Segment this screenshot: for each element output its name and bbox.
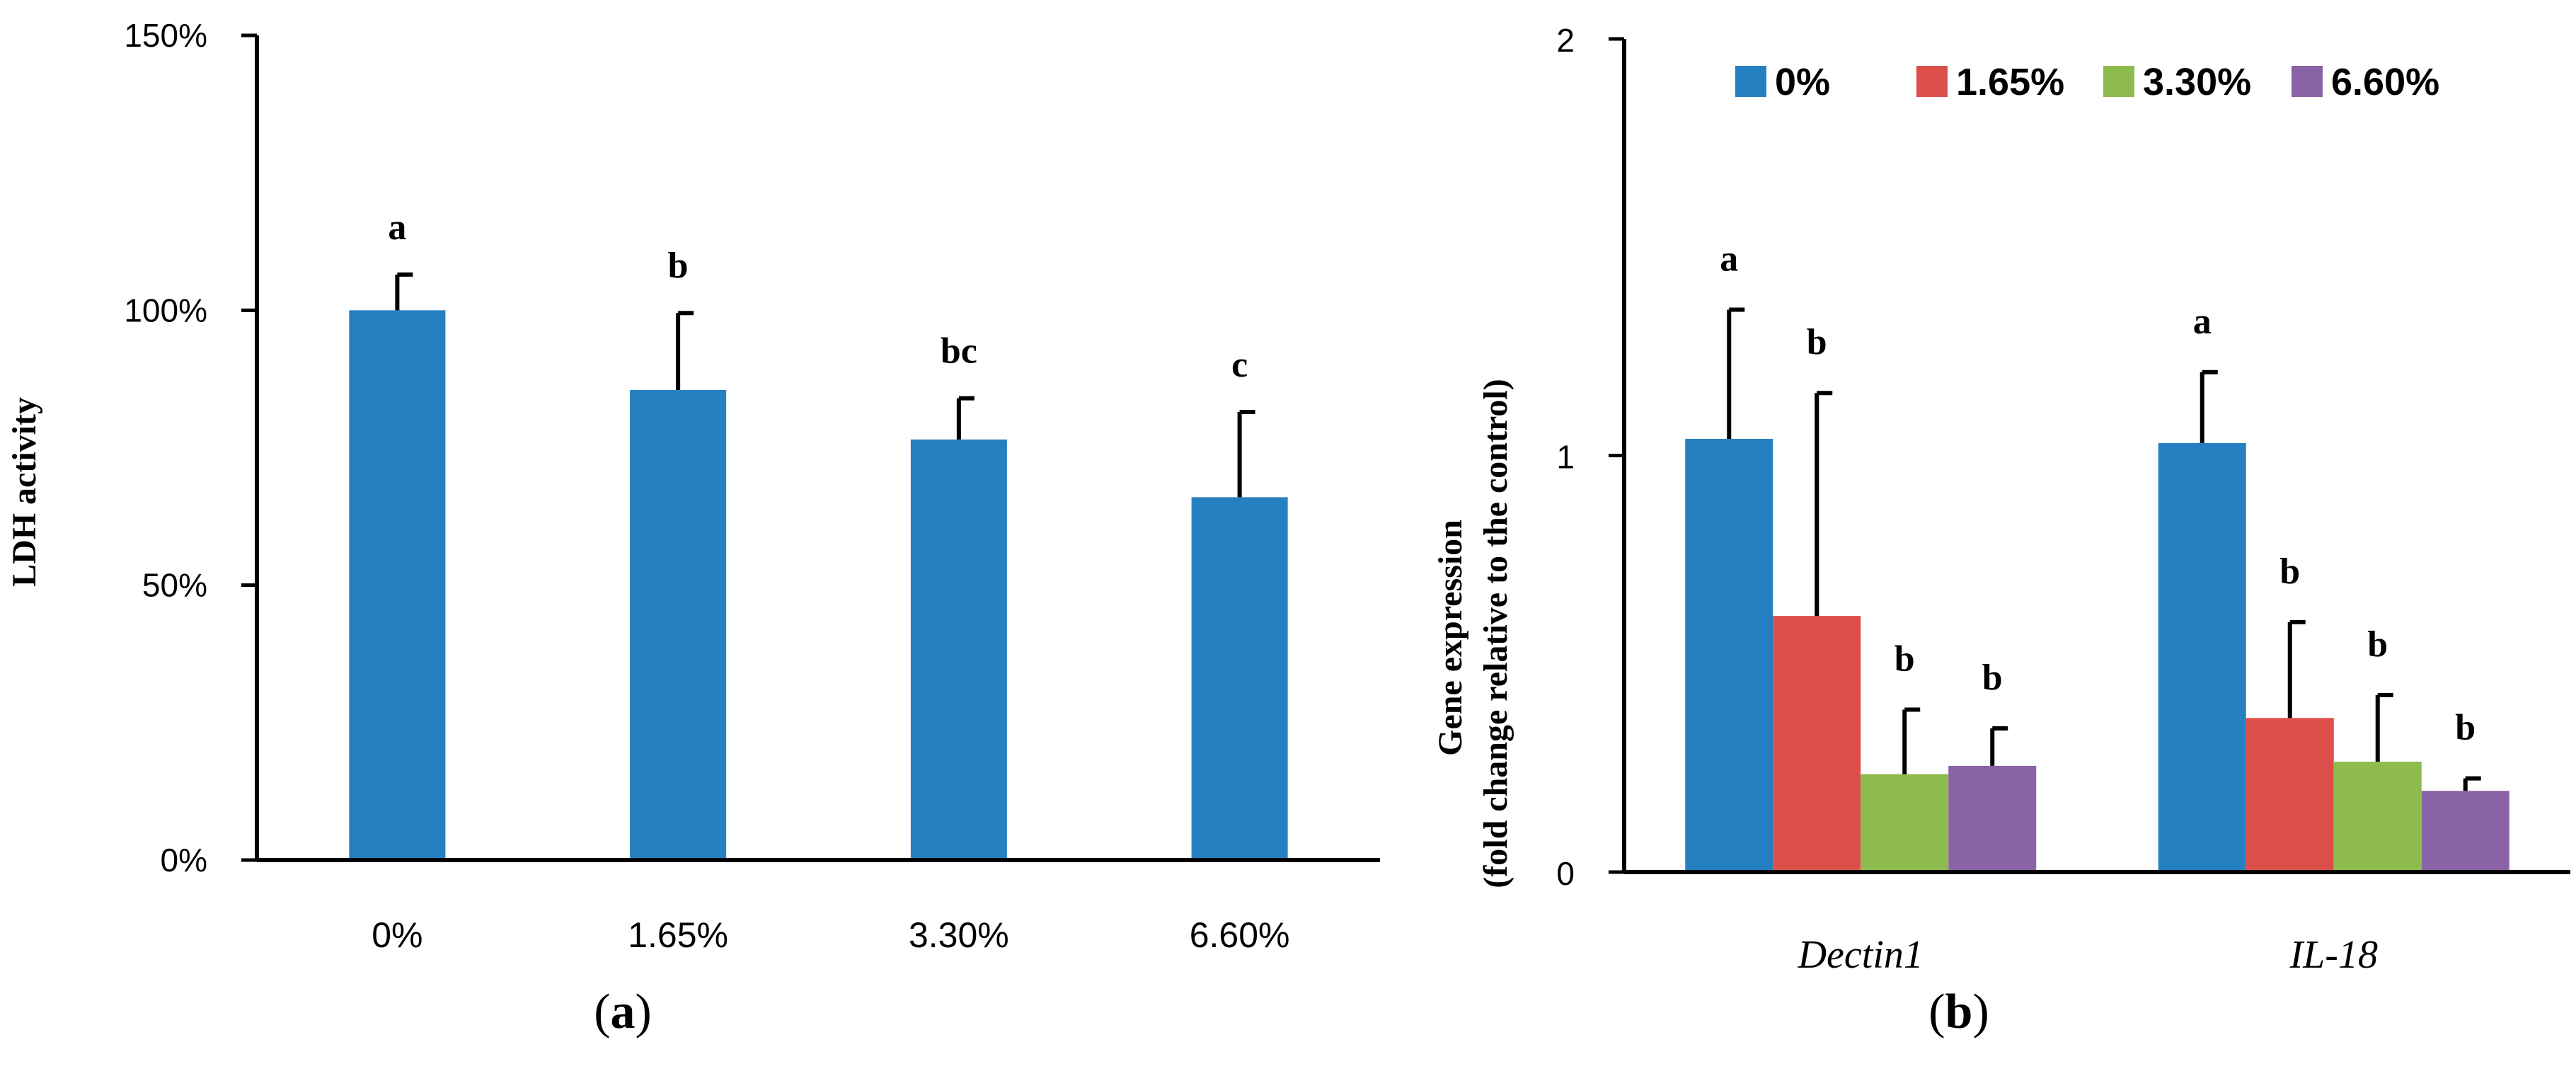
- y-tick-label: 0%: [161, 842, 207, 878]
- significance-label: b: [668, 246, 689, 286]
- x-tick-label: IL-18: [2289, 933, 2378, 977]
- significance-label: a: [388, 207, 406, 248]
- panel-label: (b): [1928, 985, 1989, 1039]
- bar: [2421, 791, 2509, 872]
- significance-label: b: [2279, 551, 2300, 592]
- x-tick-label: 3.30%: [909, 915, 1009, 955]
- y-tick-label: 0: [1556, 855, 1575, 892]
- legend-swatch: [1916, 66, 1948, 97]
- significance-label: b: [2367, 624, 2388, 665]
- chart-a: LDH activity 0% 50% 100% 150% a b bc c 0% 1.65%…: [6, 17, 1380, 1039]
- significance-label: c: [1231, 345, 1248, 385]
- x-tick-label: 6.60%: [1190, 915, 1290, 955]
- y-tick-label: 100%: [124, 292, 207, 328]
- legend-label: 0%: [1775, 61, 1830, 103]
- bar: [1191, 497, 1288, 860]
- legend-swatch: [2103, 66, 2134, 97]
- legend-label: 6.60%: [2331, 61, 2439, 103]
- significance-label: bc: [941, 331, 977, 372]
- bar: [1773, 616, 1861, 872]
- bar: [349, 310, 446, 860]
- significance-label: a: [2193, 302, 2212, 342]
- chart-b: Gene expression (fold change relative to…: [1432, 22, 2570, 1039]
- legend: 0% 1.65% 3.30% 6.60%: [1735, 61, 2439, 103]
- bar: [630, 389, 727, 860]
- y-axis-label-line2: (fold change relative to the control): [1477, 379, 1514, 888]
- legend-label: 3.30%: [2143, 61, 2251, 103]
- significance-label: b: [1894, 638, 1915, 679]
- bar: [2158, 442, 2246, 872]
- panel-letter: b: [1945, 985, 1973, 1039]
- panel-letter: a: [611, 985, 636, 1039]
- legend-swatch: [1735, 66, 1766, 97]
- bar: [1948, 765, 2037, 872]
- significance-label: b: [1807, 322, 1827, 362]
- y-tick-label: 2: [1556, 22, 1575, 59]
- x-tick-label: Dectin1: [1798, 933, 1924, 977]
- legend-label: 1.65%: [1956, 61, 2064, 103]
- significance-label: a: [1720, 239, 1738, 280]
- y-axis-label: LDH activity: [6, 397, 43, 587]
- bar: [910, 439, 1007, 860]
- bar: [1685, 438, 1773, 872]
- x-tick-label: 1.65%: [628, 915, 728, 955]
- y-tick-label: 1: [1556, 439, 1575, 476]
- x-tick-label: 0%: [372, 915, 422, 955]
- significance-label: b: [1982, 658, 2003, 698]
- bar: [1861, 774, 1949, 872]
- y-axis-label-line1: Gene expression: [1432, 520, 1469, 756]
- panel-label: (a): [594, 985, 652, 1039]
- y-tick-label: 150%: [124, 17, 207, 54]
- legend-swatch: [2292, 66, 2323, 97]
- bar: [2246, 718, 2334, 872]
- bar: [2333, 762, 2422, 872]
- y-axis-label: Gene expression (fold change relative to…: [1432, 379, 1514, 888]
- y-tick-label: 50%: [142, 567, 207, 604]
- significance-label: b: [2455, 708, 2476, 748]
